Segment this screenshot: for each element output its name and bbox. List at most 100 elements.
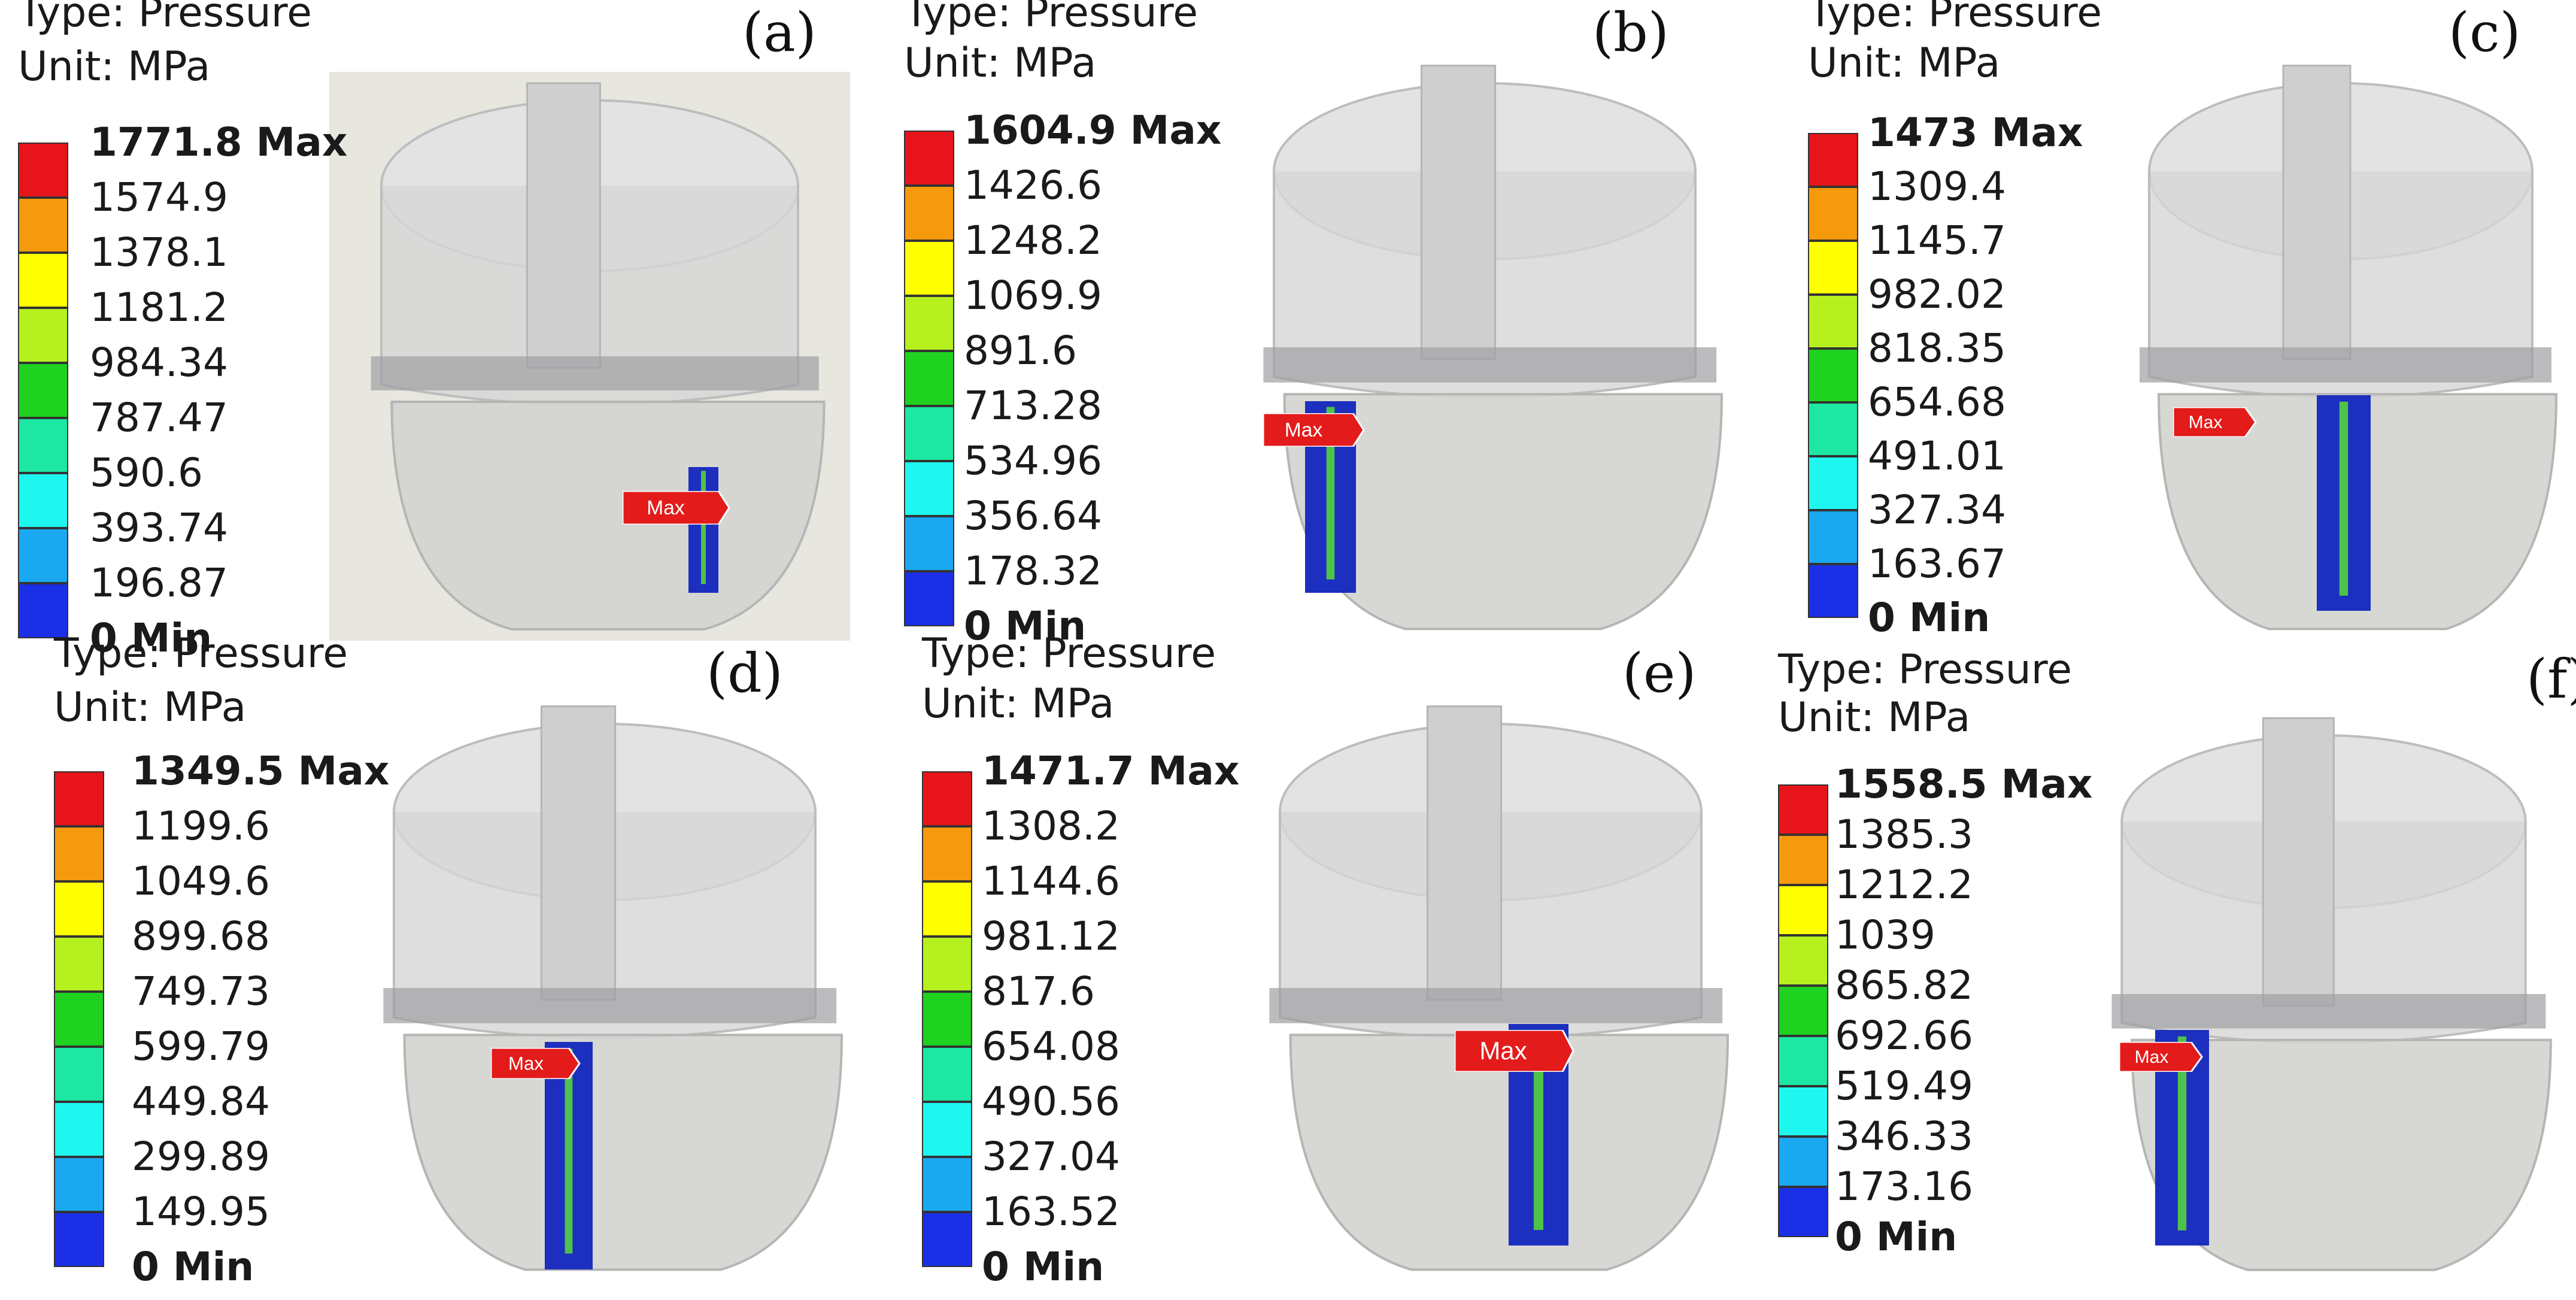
legend-swatch [54, 992, 104, 1047]
legend-swatch [904, 406, 954, 461]
legend-value: 654.68 [1868, 379, 2006, 425]
legend-unit: Unit: MPa [904, 40, 1097, 87]
legend-value: 1199.6 [132, 803, 270, 849]
panel-label: (f) [2526, 648, 2576, 711]
panel-b: Max Type: Pressure Unit: MPa (b) 1604.9 Max 1… [898, 0, 1748, 646]
legend-value: 1558.5 Max [1835, 761, 2093, 807]
legend-swatch [54, 826, 104, 881]
max-marker: Max [1455, 1030, 1574, 1072]
legend-value: 149.95 [132, 1189, 270, 1235]
legend-value: 1378.1 [90, 229, 228, 275]
color-legend: 1349.5 Max 1199.6 1049.6 899.68 749.73 599.79… [54, 751, 413, 1300]
legend-swatch [18, 583, 68, 638]
color-legend: 1471.7 Max 1308.2 1144.6 981.12 817.6 654.08 4… [922, 751, 1281, 1300]
panel-label: (b) [1592, 1, 1669, 64]
legend-title: Type: Pressure [904, 0, 1199, 37]
legend-swatch [54, 1047, 104, 1102]
color-legend: 1771.8 Max 1574.9 1378.1 1181.2 984.34 787.47… [18, 123, 377, 671]
model-render [329, 72, 850, 641]
legend-swatch [1778, 784, 1828, 835]
legend-swatch [1778, 885, 1828, 935]
legend-value: 787.47 [90, 395, 228, 441]
legend-value: 1308.2 [982, 803, 1120, 849]
legend-value: 491.01 [1868, 433, 2006, 479]
legend-swatch [904, 241, 954, 296]
legend-swatch [54, 1157, 104, 1212]
legend-swatch [18, 418, 68, 473]
legend-value: 173.16 [1835, 1163, 1973, 1210]
legend-value: 299.89 [132, 1134, 270, 1180]
legend-swatch [904, 351, 954, 406]
legend-unit: Unit: MPa [1808, 40, 2001, 87]
legend-value: 865.82 [1835, 962, 1973, 1008]
legend-swatch [922, 1212, 972, 1267]
contact-pressure-patch [545, 1042, 593, 1269]
legend-value: 713.28 [964, 383, 1102, 429]
color-legend: 1604.9 Max 1426.6 1248.2 1069.9 891.6 713.28 5… [904, 111, 1263, 659]
legend-unit: Unit: MPa [54, 684, 247, 731]
legend-value: 692.66 [1835, 1013, 1973, 1059]
legend-value: 0 Min [1868, 595, 1991, 641]
legend-swatch [18, 363, 68, 418]
legend-value: 899.68 [132, 913, 270, 959]
legend-swatch [1808, 295, 1858, 349]
legend-value: 590.6 [90, 450, 203, 496]
legend-swatch [1778, 986, 1828, 1036]
legend-swatch [18, 308, 68, 363]
legend-value: 1426.6 [964, 162, 1102, 208]
color-legend: 1558.5 Max 1385.3 1212.2 1039 865.82 692.66 51… [1778, 765, 2137, 1267]
legend-value: 1145.7 [1868, 217, 2006, 263]
panel-label: (d) [706, 642, 783, 705]
legend-value: 490.56 [982, 1078, 1120, 1125]
legend-value: 817.6 [982, 968, 1095, 1014]
legend-value: 163.67 [1868, 541, 2006, 587]
max-marker-label: Max [1285, 419, 1323, 441]
legend-value: 163.52 [982, 1189, 1120, 1235]
legend-value: 1349.5 Max [132, 748, 390, 794]
legend-value: 1471.7 Max [982, 748, 1240, 794]
panel-a: Max Type: Pressure Unit: MPa (a) 1771.8 Max 1… [0, 0, 850, 658]
legend-value: 178.32 [964, 548, 1102, 594]
panel-label: (c) [2448, 1, 2521, 64]
legend-swatch [18, 143, 68, 198]
legend-value: 1049.6 [132, 858, 270, 904]
legend-swatch [1778, 1036, 1828, 1086]
legend-value: 1385.3 [1835, 811, 1973, 857]
max-marker: Max [1263, 413, 1365, 447]
max-marker-label: Max [508, 1053, 544, 1074]
legend-value: 1248.2 [964, 217, 1102, 263]
legend-swatch [922, 826, 972, 881]
model-render [2111, 717, 2552, 1271]
legend-swatch [904, 186, 954, 241]
legend-swatch [1778, 1187, 1828, 1237]
legend-value: 749.73 [132, 968, 270, 1014]
legend-value: 1473 Max [1868, 110, 2083, 156]
max-marker-label: Max [2189, 413, 2223, 432]
legend-swatch [1808, 510, 1858, 564]
legend-swatch [1808, 241, 1858, 295]
legend-swatch [54, 1102, 104, 1157]
legend-value: 1069.9 [964, 272, 1102, 319]
legend-title: Type: Pressure [1778, 646, 2073, 693]
legend-swatch [922, 992, 972, 1047]
legend-swatch [18, 528, 68, 583]
contact-pressure-patch [2317, 395, 2371, 611]
legend-swatch [1808, 456, 1858, 510]
legend-swatch [1808, 564, 1858, 618]
legend-value: 0 Min [964, 603, 1087, 649]
legend-swatch [922, 1157, 972, 1212]
max-marker: Max [2119, 1042, 2203, 1072]
legend-unit: Unit: MPa [18, 43, 211, 90]
legend-swatch [1808, 349, 1858, 402]
panel-e: Max Type: Pressure Unit: MPa (e) 1471.7 Max 1… [916, 634, 1766, 1287]
legend-swatch [1808, 133, 1858, 187]
legend-swatch [1778, 835, 1828, 885]
max-marker-label: Max [2135, 1047, 2169, 1067]
legend-unit: Unit: MPa [1778, 694, 1971, 741]
legend-value: 0 Min [982, 1244, 1105, 1290]
legend-value: 0 Min [90, 615, 213, 661]
legend-value: 356.64 [964, 493, 1102, 539]
legend-swatch [54, 1212, 104, 1267]
legend-title: Type: Pressure [18, 0, 312, 37]
